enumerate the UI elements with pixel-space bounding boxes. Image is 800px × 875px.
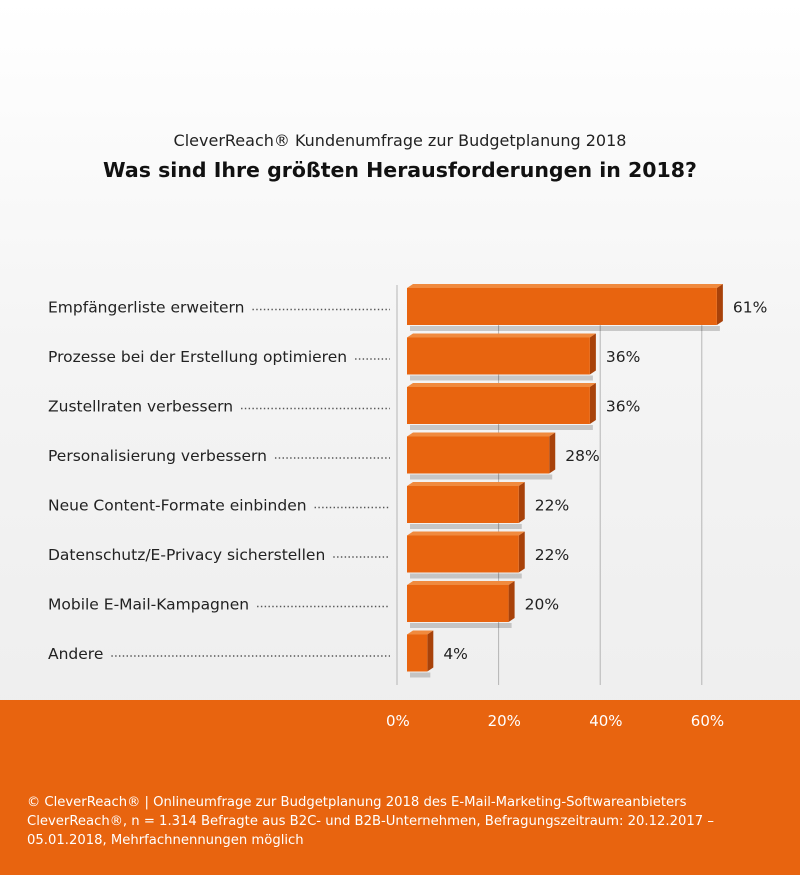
bars bbox=[407, 284, 723, 678]
chart-title: Was sind Ihre größten Herausforderungen … bbox=[103, 158, 697, 182]
bar bbox=[407, 531, 525, 579]
value-label: 36% bbox=[606, 398, 640, 416]
value-label: 20% bbox=[525, 596, 559, 614]
bar bbox=[407, 432, 556, 480]
category-label: Prozesse bei der Erstellung optimieren bbox=[48, 348, 347, 366]
category-label: Mobile E-Mail-Kampagnen bbox=[48, 596, 249, 614]
leader-lines bbox=[111, 308, 390, 657]
category-label: Zustellraten verbessern bbox=[48, 398, 233, 416]
value-label: 36% bbox=[606, 348, 640, 366]
value-labels: 61% 36% 36% 28% 22% 22% 20% 4% bbox=[443, 299, 767, 664]
x-tick-label: 60% bbox=[691, 712, 724, 730]
value-label: 22% bbox=[535, 546, 569, 564]
bar bbox=[407, 383, 596, 430]
value-label: 28% bbox=[565, 447, 599, 465]
category-label: Personalisierung verbessern bbox=[48, 447, 267, 465]
value-label: 4% bbox=[443, 645, 468, 663]
category-label: Neue Content-Formate einbinden bbox=[48, 497, 307, 515]
chart-subtitle: CleverReach® Kundenumfrage zur Budgetpla… bbox=[173, 131, 627, 150]
value-label: 22% bbox=[535, 497, 569, 515]
category-label: Empfängerliste erweitern bbox=[48, 299, 244, 317]
bar bbox=[407, 333, 596, 381]
bar bbox=[407, 482, 525, 529]
x-axis-ticks: 0% 20% 40% 60% bbox=[386, 712, 724, 730]
category-labels: Empfängerliste erweitern Prozesse bei der… bbox=[48, 299, 347, 664]
x-tick-label: 40% bbox=[589, 712, 622, 730]
x-tick-label: 0% bbox=[386, 712, 410, 730]
bottom-band bbox=[0, 700, 800, 875]
bar bbox=[407, 630, 434, 678]
category-label: Andere bbox=[48, 645, 103, 663]
value-label: 61% bbox=[733, 299, 767, 317]
bar bbox=[407, 581, 515, 628]
category-label: Datenschutz/E-Privacy sicherstellen bbox=[48, 546, 325, 564]
x-tick-label: 20% bbox=[488, 712, 521, 730]
bar bbox=[407, 284, 723, 331]
source-note: © CleverReach® | Onlineumfrage zur Budge… bbox=[27, 795, 714, 848]
